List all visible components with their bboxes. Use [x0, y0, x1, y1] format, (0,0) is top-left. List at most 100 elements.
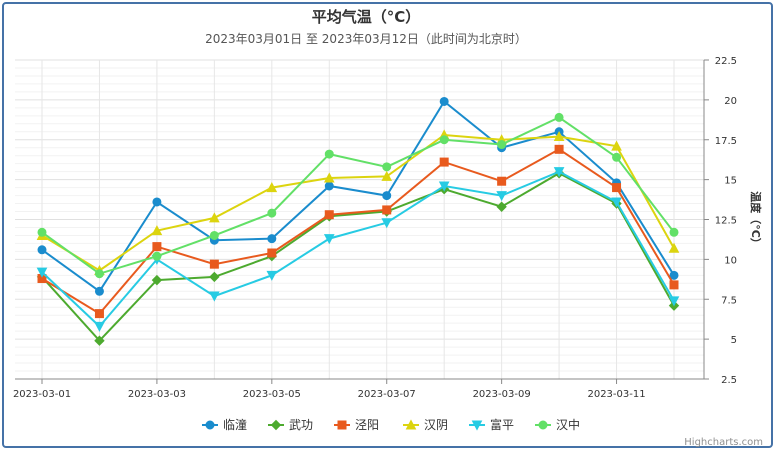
- series-line: [41, 170, 675, 328]
- data-point[interactable]: [439, 135, 449, 145]
- legend-label: 临潼: [223, 417, 247, 432]
- data-point[interactable]: [554, 112, 564, 122]
- data-point[interactable]: [382, 162, 392, 172]
- data-point[interactable]: [209, 259, 219, 269]
- data-point[interactable]: [439, 96, 449, 106]
- legend-marker[interactable]: [337, 420, 347, 430]
- data-point[interactable]: [553, 130, 565, 142]
- x-tick-label: 2023-03-11: [587, 389, 645, 400]
- data-point[interactable]: [496, 191, 507, 202]
- data-point[interactable]: [496, 201, 507, 212]
- x-tick-label: 2023-03-03: [128, 389, 186, 400]
- data-point[interactable]: [324, 149, 334, 159]
- legend-marker[interactable]: [270, 419, 282, 431]
- y-axis-label: 温度（°C）: [749, 191, 763, 249]
- data-point[interactable]: [324, 181, 334, 191]
- legend-label: 武功: [289, 418, 313, 432]
- data-point[interactable]: [267, 208, 277, 218]
- legend-label: 富平: [490, 417, 514, 432]
- x-tick-label: 2023-03-09: [473, 389, 531, 400]
- series-line: [41, 148, 675, 315]
- data-point[interactable]: [553, 167, 565, 178]
- data-point[interactable]: [209, 271, 220, 283]
- x-axis-ticks: 2023-03-01 2023-03-03 2023-03-05 2023-03-07…: [13, 379, 646, 400]
- y-tick-label: 15: [724, 176, 737, 187]
- x-tick-label: 2023-03-05: [243, 389, 301, 400]
- data-point[interactable]: [554, 144, 564, 154]
- data-point[interactable]: [209, 212, 220, 223]
- data-point[interactable]: [669, 280, 679, 290]
- data-point[interactable]: [37, 245, 47, 255]
- data-point[interactable]: [323, 172, 335, 183]
- data-point[interactable]: [381, 170, 393, 181]
- y-tick-label: 7.5: [721, 295, 737, 306]
- legend-label: 泾阳: [355, 418, 379, 432]
- y-tick-label: 22.5: [715, 56, 737, 67]
- data-point[interactable]: [497, 176, 507, 186]
- data-point[interactable]: [611, 197, 622, 208]
- data-point[interactable]: [209, 291, 220, 302]
- data-point[interactable]: [266, 270, 278, 281]
- data-point[interactable]: [381, 218, 393, 229]
- series-富平: [36, 167, 680, 332]
- data-point[interactable]: [612, 183, 622, 193]
- legend-label: 汉中: [556, 417, 580, 432]
- chart-subtitle: 2023年03月01日 至 2023年03月12日（此时间为北京时）: [205, 32, 527, 46]
- series-group: [36, 96, 680, 346]
- y-tick-label: 2.5: [721, 375, 737, 386]
- y-tick-label: 17.5: [715, 136, 737, 147]
- legend-marker[interactable]: [471, 420, 483, 431]
- legend-item-泾阳[interactable]: 泾阳: [334, 418, 379, 432]
- credit-link[interactable]: Highcharts.com: [684, 437, 763, 448]
- data-point[interactable]: [497, 140, 507, 150]
- legend-item-富平[interactable]: 富平: [469, 417, 514, 432]
- data-point[interactable]: [612, 152, 622, 162]
- data-point[interactable]: [151, 225, 163, 236]
- data-point[interactable]: [94, 286, 104, 296]
- series-泾阳: [37, 144, 679, 319]
- y-tick-label: 20: [724, 96, 737, 107]
- x-tick-label: 2023-03-01: [13, 389, 71, 400]
- legend-marker[interactable]: [538, 420, 548, 430]
- series-临潼: [37, 96, 679, 296]
- data-point[interactable]: [669, 270, 679, 280]
- legend-marker[interactable]: [405, 419, 417, 430]
- data-point[interactable]: [152, 242, 162, 252]
- data-point[interactable]: [37, 227, 47, 237]
- data-point[interactable]: [323, 234, 335, 245]
- data-point[interactable]: [94, 269, 104, 279]
- legend-item-汉阴[interactable]: 汉阴: [403, 418, 448, 432]
- data-point[interactable]: [267, 234, 277, 244]
- data-point[interactable]: [382, 205, 392, 215]
- y-tick-label: 12.5: [715, 216, 737, 227]
- legend-item-武功[interactable]: 武功: [268, 418, 313, 432]
- data-point[interactable]: [669, 227, 679, 237]
- series-汉中: [37, 112, 679, 279]
- y-axis-ticks: 2.5 5 7.5 10 12.5 15 17.5 20 22.5: [704, 56, 737, 386]
- data-point[interactable]: [668, 242, 680, 253]
- legend-item-临潼[interactable]: 临潼: [202, 417, 247, 432]
- data-point[interactable]: [324, 210, 334, 220]
- data-point[interactable]: [611, 140, 622, 151]
- data-point[interactable]: [382, 191, 392, 201]
- data-point[interactable]: [94, 309, 104, 319]
- y-tick-label: 5: [731, 335, 737, 346]
- legend-marker[interactable]: [205, 420, 215, 430]
- data-point[interactable]: [209, 230, 219, 240]
- data-point[interactable]: [438, 181, 450, 192]
- data-point[interactable]: [152, 251, 162, 261]
- data-point[interactable]: [439, 157, 449, 167]
- legend-label: 汉阴: [424, 418, 448, 432]
- data-point[interactable]: [267, 248, 277, 258]
- series-line: [41, 172, 675, 343]
- data-point[interactable]: [94, 335, 105, 346]
- data-point[interactable]: [94, 321, 105, 332]
- data-point[interactable]: [36, 267, 48, 278]
- data-point[interactable]: [668, 296, 680, 307]
- data-point[interactable]: [151, 274, 163, 286]
- data-point[interactable]: [266, 182, 278, 193]
- data-point[interactable]: [152, 197, 162, 207]
- y-tick-label: 10: [724, 255, 737, 266]
- legend-item-汉中[interactable]: 汉中: [535, 417, 580, 432]
